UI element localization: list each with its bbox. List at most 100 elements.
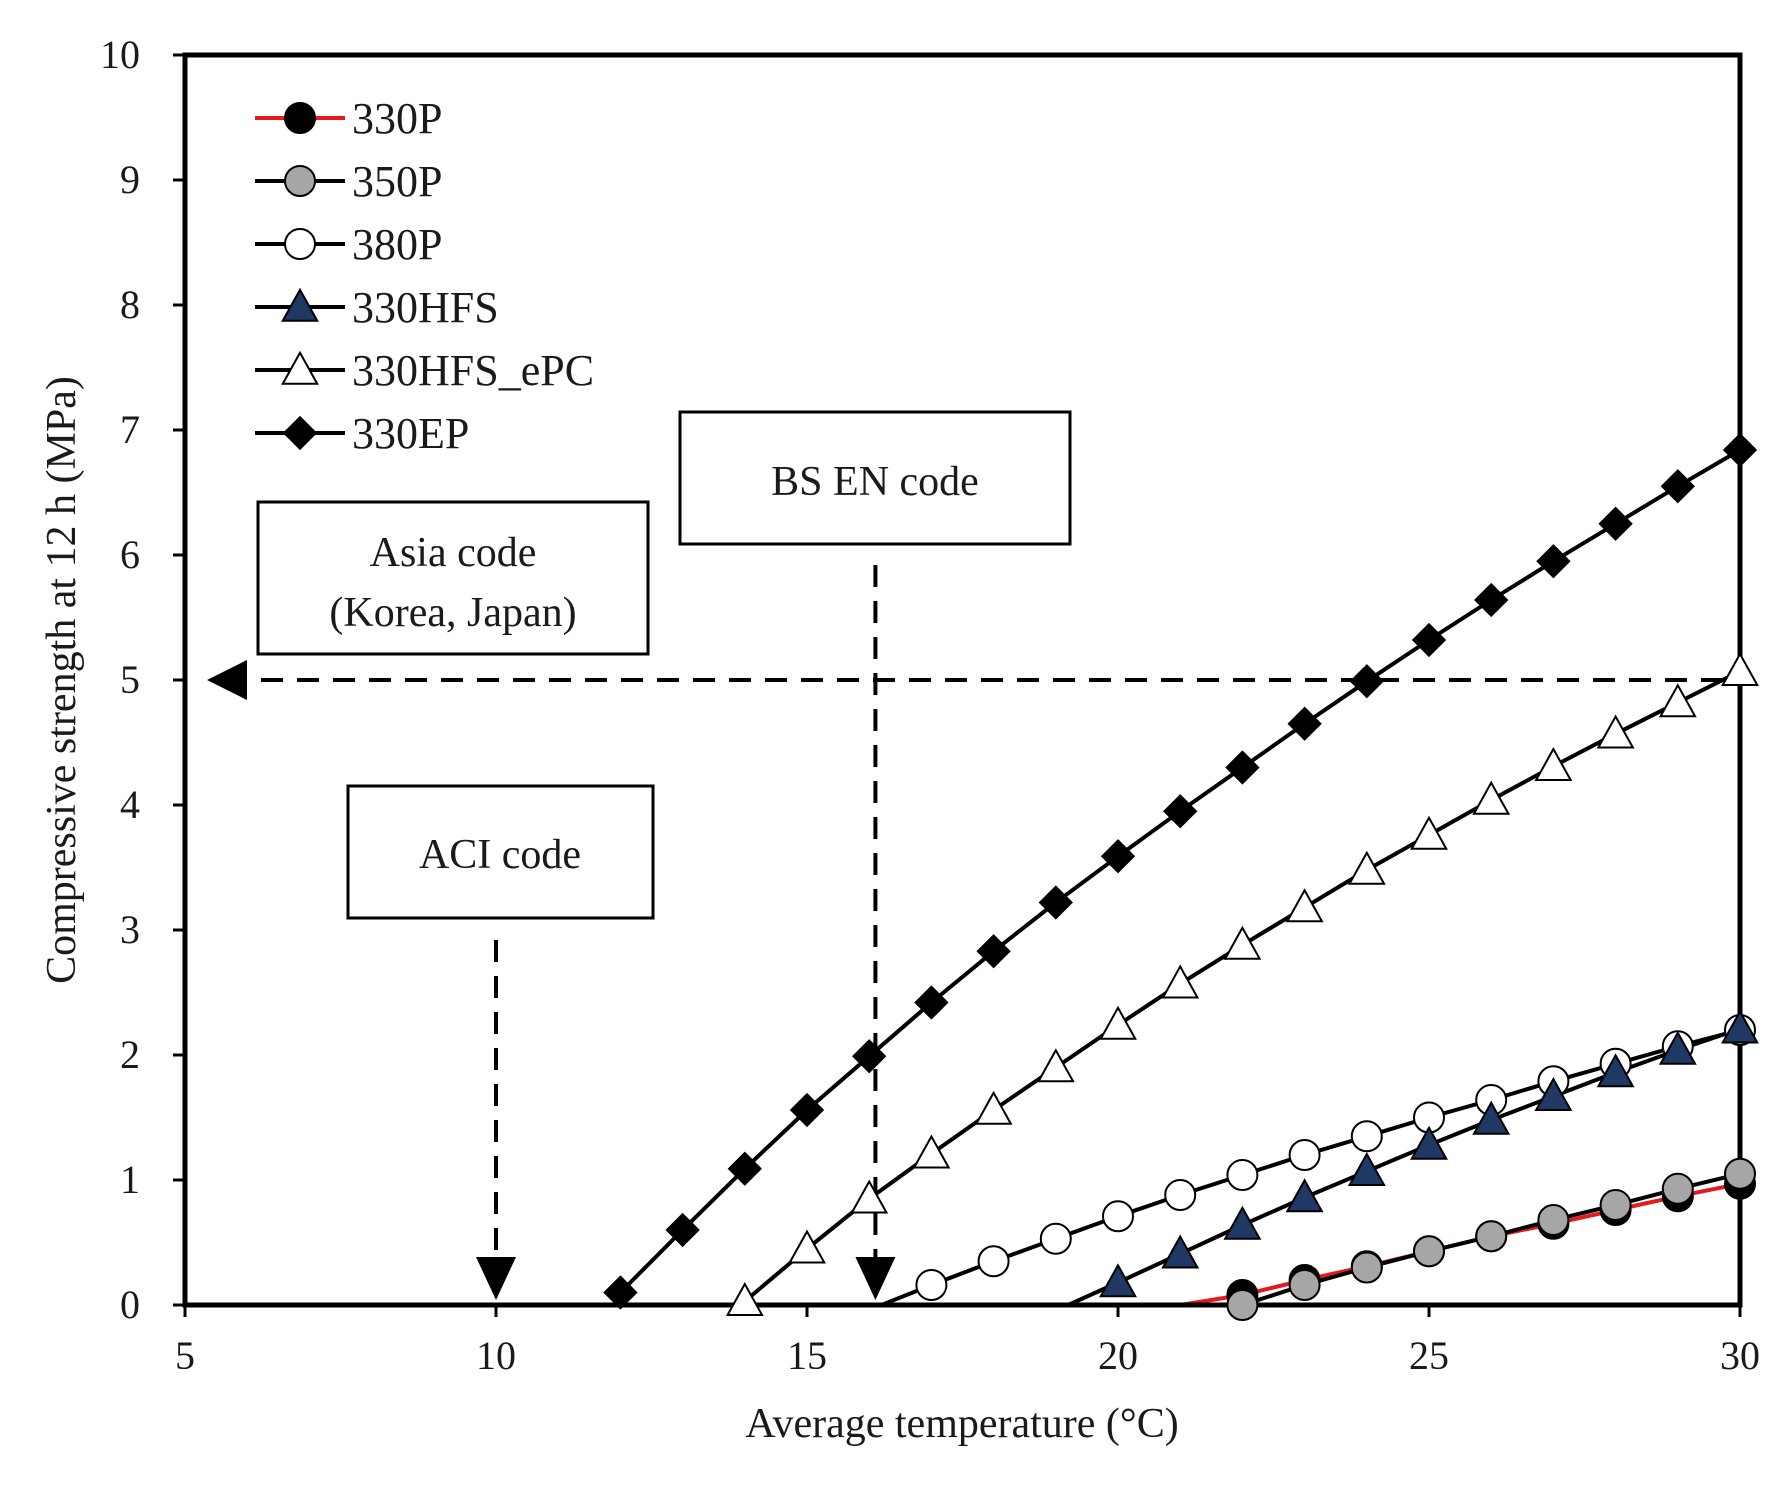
data-point-350p xyxy=(1350,1251,1383,1284)
legend-marker-380p xyxy=(284,228,316,260)
annotation-aci-box xyxy=(346,784,655,920)
y-tick-label: 10 xyxy=(100,32,140,77)
data-point-380p xyxy=(1350,1120,1383,1153)
data-point-380p xyxy=(1102,1200,1134,1233)
data-point-330hfs xyxy=(1285,1178,1324,1213)
data-point-380p xyxy=(915,1269,948,1301)
data-point-330hfs xyxy=(1161,1234,1200,1269)
data-point-330hfs-epc xyxy=(974,1090,1013,1125)
y-tick-label: 5 xyxy=(120,657,140,702)
legend-marker-330hfs xyxy=(281,287,319,322)
y-tick-label: 3 xyxy=(120,907,140,952)
arrowhead-left xyxy=(207,660,247,700)
x-axis-title: Average temperature (°C) xyxy=(745,1401,1178,1447)
data-point-330hfs-epc xyxy=(1099,1005,1137,1040)
data-point-350p xyxy=(1724,1157,1756,1190)
annotation-asia-line1: Asia code xyxy=(370,530,537,576)
legend-marker-350p xyxy=(284,165,316,197)
data-point-330ep xyxy=(603,1275,638,1310)
legend: 330P 350P 380P 330HFS 330HFS_ePC 330EP xyxy=(255,94,594,458)
y-tick-label: 0 xyxy=(120,1282,140,1327)
data-point-330hfs xyxy=(1658,1030,1697,1065)
data-point-350p xyxy=(1661,1172,1694,1205)
data-point-330ep xyxy=(789,1092,825,1128)
data-point-330ep xyxy=(1660,469,1695,504)
data-point-380p xyxy=(1039,1222,1072,1255)
data-point-330hfs-epc xyxy=(912,1134,951,1169)
data-point-330ep xyxy=(1287,706,1322,741)
y-tick-label: 4 xyxy=(120,782,140,827)
annotation-aci-line1: ACI code xyxy=(419,832,581,878)
data-point-330hfs-epc xyxy=(850,1179,889,1214)
data-point-330hfs xyxy=(1099,1263,1137,1298)
y-axis-title: Compressive strength at 12 h (MPa) xyxy=(39,376,85,984)
data-point-330hfs-epc xyxy=(1596,714,1635,749)
data-point-350p xyxy=(1413,1235,1445,1268)
legend-marker-330ep xyxy=(282,415,318,451)
data-point-330ep xyxy=(1163,794,1198,829)
data-point-330ep xyxy=(1474,582,1509,618)
data-point-330hfs-epc xyxy=(1285,888,1324,923)
data-point-330ep xyxy=(727,1151,762,1186)
data-point-330hfs-epc xyxy=(1534,746,1573,782)
legend-marker-330p xyxy=(284,102,316,134)
annotation-bs-en-box xyxy=(678,410,1072,546)
series-markers xyxy=(603,432,1759,1321)
data-point-330hfs xyxy=(1223,1205,1262,1240)
data-point-330ep xyxy=(1411,622,1447,658)
data-point-330ep xyxy=(1722,432,1758,468)
data-point-330hfs xyxy=(1347,1151,1386,1187)
reference-lines xyxy=(207,565,1740,1300)
x-tick-label: 10 xyxy=(476,1333,516,1378)
data-point-330hfs-epc xyxy=(1347,850,1386,885)
data-point-330ep xyxy=(1349,664,1384,699)
legend-label-330p: 330P xyxy=(352,94,442,143)
annotation-asia-line2: (Korea, Japan) xyxy=(329,590,576,636)
data-point-380p xyxy=(1164,1179,1197,1211)
data-point-380p xyxy=(977,1245,1010,1278)
x-tick-label: 30 xyxy=(1720,1333,1760,1378)
legend-marker-330hfs-epc xyxy=(281,350,319,385)
data-point-330ep xyxy=(1225,750,1260,785)
data-point-330ep xyxy=(1038,885,1073,920)
data-point-330hfs xyxy=(1596,1053,1635,1088)
data-point-350p xyxy=(1475,1220,1508,1253)
data-point-330hfs-epc xyxy=(1721,651,1759,687)
data-point-330hfs-epc xyxy=(1161,964,1200,999)
annotation-bs-en-line1: BS EN code xyxy=(771,459,979,505)
data-point-330hfs-epc xyxy=(1658,683,1697,718)
data-point-330ep xyxy=(1100,839,1136,874)
data-point-330ep xyxy=(1536,544,1571,579)
y-tick-label: 8 xyxy=(120,282,140,327)
data-point-380p xyxy=(1288,1139,1321,1171)
legend-label-380p: 380P xyxy=(352,220,442,269)
axis-ticks: 5 10 15 20 25 30 0 1 2 3 4 5 6 7 8 9 10 xyxy=(100,32,1760,1378)
annotation-aci-code: ACI code xyxy=(346,784,655,920)
data-point-350p xyxy=(1599,1189,1632,1221)
data-point-330ep xyxy=(1598,506,1633,541)
data-point-330hfs-epc xyxy=(788,1229,826,1264)
y-tick-label: 1 xyxy=(120,1157,140,1202)
arrowhead-bs-en xyxy=(855,1257,896,1300)
x-tick-label: 20 xyxy=(1098,1333,1138,1378)
y-tick-label: 9 xyxy=(120,157,140,202)
legend-label-330ep: 330EP xyxy=(352,409,469,458)
data-point-330hfs-epc xyxy=(1410,815,1448,850)
data-point-330hfs xyxy=(1534,1076,1573,1112)
x-tick-label: 5 xyxy=(175,1333,195,1378)
arrowhead-aci xyxy=(476,1257,516,1300)
data-point-330hfs-epc xyxy=(1223,925,1262,960)
annotation-bs-en-code: BS EN code xyxy=(678,410,1072,546)
data-point-330ep xyxy=(665,1212,700,1248)
data-point-330ep xyxy=(976,934,1011,969)
y-tick-label: 6 xyxy=(120,532,140,577)
data-point-330hfs-epc xyxy=(1036,1048,1075,1083)
data-point-330ep xyxy=(852,1039,887,1074)
data-point-330hfs xyxy=(1410,1125,1448,1160)
legend-label-330hfs: 330HFS xyxy=(352,283,499,332)
legend-label-350p: 350P xyxy=(352,157,442,206)
y-tick-label: 2 xyxy=(120,1032,140,1077)
data-point-330hfs-epc xyxy=(725,1281,764,1317)
